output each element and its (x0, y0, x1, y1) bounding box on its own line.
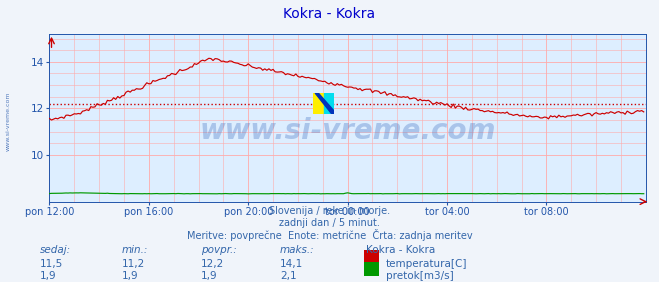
Text: 1,9: 1,9 (201, 271, 217, 281)
Text: 11,5: 11,5 (40, 259, 63, 269)
Polygon shape (324, 93, 334, 114)
Text: maks.:: maks.: (280, 245, 315, 255)
Text: Kokra - Kokra: Kokra - Kokra (366, 245, 435, 255)
Text: povpr.:: povpr.: (201, 245, 237, 255)
Polygon shape (313, 93, 324, 114)
Text: Kokra - Kokra: Kokra - Kokra (283, 7, 376, 21)
Text: pretok[m3/s]: pretok[m3/s] (386, 271, 453, 281)
Text: 1,9: 1,9 (40, 271, 56, 281)
Text: temperatura[C]: temperatura[C] (386, 259, 467, 269)
Text: 14,1: 14,1 (280, 259, 303, 269)
Text: sedaj:: sedaj: (40, 245, 71, 255)
Text: 2,1: 2,1 (280, 271, 297, 281)
Text: 12,2: 12,2 (201, 259, 224, 269)
Text: zadnji dan / 5 minut.: zadnji dan / 5 minut. (279, 218, 380, 228)
Text: www.si-vreme.com: www.si-vreme.com (200, 117, 496, 145)
Polygon shape (315, 93, 334, 114)
Text: 1,9: 1,9 (122, 271, 138, 281)
Text: www.si-vreme.com: www.si-vreme.com (5, 92, 11, 151)
Text: Slovenija / reke in morje.: Slovenija / reke in morje. (269, 206, 390, 216)
Text: Meritve: povprečne  Enote: metrične  Črta: zadnja meritev: Meritve: povprečne Enote: metrične Črta:… (186, 229, 473, 241)
Text: min.:: min.: (122, 245, 148, 255)
Text: 11,2: 11,2 (122, 259, 145, 269)
